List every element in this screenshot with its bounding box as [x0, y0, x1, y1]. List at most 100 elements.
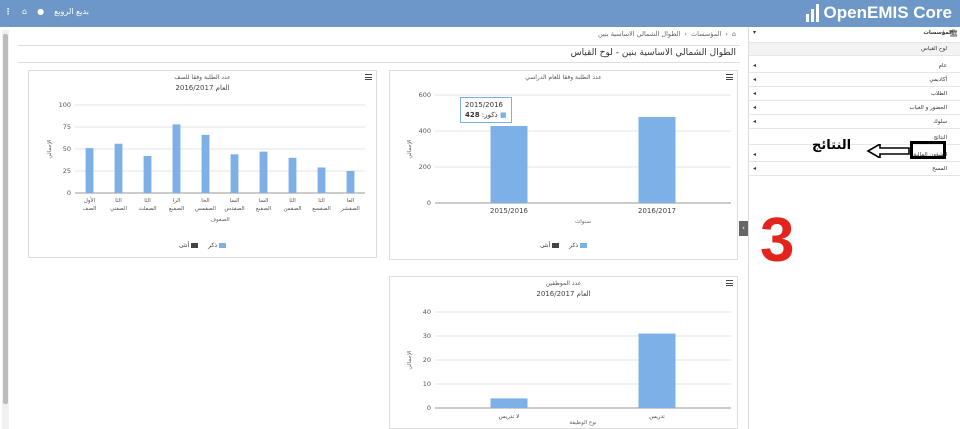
sidebar-item[interactable]: عام ◂: [749, 60, 960, 73]
x-tick-label: الصفلث: [139, 206, 157, 212]
sidebar-item[interactable]: الشؤون المالية ◂: [749, 149, 960, 162]
legend-item-male[interactable]: ذكر: [208, 242, 226, 249]
y-tick-label: 100: [59, 101, 71, 109]
logo-text: OpenEMIS Core: [823, 3, 952, 22]
y-tick-label: 25: [63, 167, 71, 175]
x-axis-label: نوع الوظيفة: [569, 420, 597, 426]
legend-item-female[interactable]: أنثى: [540, 242, 560, 249]
x-tick-label: الرا: [173, 198, 181, 204]
user-icon[interactable]: ●: [37, 7, 45, 16]
sidebar-nav: 🏛 المؤسسات ▾ لوح القياس عام ◂ أكاديمي ◂ الطلا…: [748, 27, 960, 429]
x-tick-label: الصفبع: [256, 206, 272, 212]
tooltip-value: 428: [465, 111, 480, 119]
divider: [18, 62, 740, 63]
user-name[interactable]: بديع الروبع: [54, 7, 89, 16]
chart-title: عدد الطلبة وفقا للعام الدراسي: [525, 74, 602, 81]
x-tick-label: الثا: [144, 198, 151, 204]
chart-subtitle: العام 2016/2017: [536, 290, 591, 298]
scrollbar-thumb[interactable]: [3, 34, 8, 404]
sidebar-item-label: عام: [938, 63, 947, 69]
x-tick-label: 2015/2016: [490, 207, 529, 215]
home-icon[interactable]: ⌂: [22, 7, 28, 16]
breadcrumb-item-institutions[interactable]: المؤسسات: [691, 30, 722, 38]
chart-plot: 0 200 400 600 الإجمالي 2015/2016 2016/2017 سنوا…: [407, 91, 731, 225]
x-tick-label: الصفشر: [340, 206, 360, 212]
x-tick-label: الثا: [289, 198, 296, 204]
y-tick-label: 0: [427, 199, 431, 207]
sidebar-item-label: النتائج: [933, 135, 947, 141]
sidebar-item[interactable]: أكاديمي ◂: [749, 74, 960, 87]
legend-item-female[interactable]: أنثى: [179, 242, 199, 249]
sidebar-item[interactable]: النتائج: [749, 132, 960, 145]
top-bar-actions: ⋮ ⌂ ● بديع الروبع: [4, 7, 89, 16]
x-tick-label: الخا: [201, 198, 210, 204]
x-axis-label: الصفوف: [210, 217, 230, 223]
legend-item-male[interactable]: ذكر: [569, 242, 587, 249]
bar: [259, 151, 268, 193]
bar: [201, 134, 210, 193]
chart-tooltip: 2015/2016 ■ ذكور: 428: [460, 97, 512, 123]
x-tick-label: الصفبع: [169, 206, 185, 212]
breadcrumb-home-icon[interactable]: ⌂: [731, 30, 736, 38]
annotation-label: النتائج: [812, 138, 852, 153]
chart-staff: عدد الموظفين العام 2016/2017 0 10 20 30 40 ال…: [389, 276, 738, 429]
sidebar-collapse-button[interactable]: ‹: [739, 221, 748, 236]
sidebar-root-institutions[interactable]: 🏛 المؤسسات ▾: [749, 27, 960, 43]
page-scrollbar[interactable]: [2, 30, 9, 429]
page-title: الطوال الشمالي الاساسية بنين - لوح القيا…: [570, 48, 736, 58]
legend-label: أنثى: [179, 242, 190, 249]
bar: [230, 154, 239, 193]
chart-menu-icon[interactable]: [726, 280, 733, 286]
divider: [18, 45, 740, 46]
chevron-left-icon: ◂: [753, 62, 757, 69]
bar: [490, 125, 528, 203]
chevron-left-icon: ◂: [753, 76, 757, 83]
sidebar-item[interactable]: لوح القياس: [749, 43, 960, 56]
x-tick-label: الصف: [83, 206, 97, 212]
chart-menu-icon[interactable]: [365, 74, 372, 80]
top-bar: ⋮ ⌂ ● بديع الروبع OpenEMIS Core: [0, 0, 960, 27]
breadcrumb-separator-icon: ‹: [725, 30, 728, 38]
institution-icon: 🏛: [949, 29, 958, 37]
bar: [143, 156, 152, 193]
sidebar-item-label: الطلاب: [930, 91, 947, 97]
breadcrumb-item-school: الطوال الشمالي الاساسية بنين: [597, 30, 681, 38]
x-tick-label: السا: [259, 198, 269, 204]
chart-legend: ذكر أنثى: [390, 242, 737, 249]
legend-label: أنثى: [540, 242, 551, 249]
sidebar-item[interactable]: الحضور و الغياب ◂: [749, 102, 960, 115]
chevron-left-icon: ◂: [753, 151, 757, 158]
x-tick-label: تدريس: [649, 414, 665, 420]
bar: [638, 116, 676, 203]
tooltip-series-marker-icon: ■: [499, 111, 507, 119]
y-tick-label: 0: [427, 404, 431, 412]
x-tick-label: الصفدس: [224, 206, 245, 212]
bar: [288, 157, 297, 193]
x-tick-label: الصفمن: [283, 206, 302, 212]
y-tick-label: 50: [63, 145, 71, 153]
sidebar-item[interactable]: المسح ◂: [749, 163, 960, 176]
y-tick-label: 10: [423, 380, 431, 388]
sidebar-item-label: سلوك: [933, 119, 947, 125]
x-tick-label: الثا: [115, 198, 122, 204]
legend-swatch: [552, 243, 560, 248]
y-tick-label: 0: [67, 189, 71, 197]
y-tick-label: 40: [423, 308, 431, 316]
tooltip-series: ذكور: [484, 111, 498, 119]
chevron-down-icon: ▾: [753, 29, 757, 36]
chevron-left-icon: ◂: [753, 165, 757, 172]
bar: [490, 398, 528, 408]
openemis-logo[interactable]: OpenEMIS Core: [805, 3, 952, 23]
x-tick-label: السا: [230, 198, 240, 204]
sidebar-item-label: المسح: [932, 166, 947, 172]
more-options-icon[interactable]: ⋮: [4, 7, 12, 16]
sidebar-item-label: لوح القياس: [921, 46, 947, 52]
sidebar-item[interactable]: سلوك ◂: [749, 116, 960, 129]
y-tick-label: 600: [419, 91, 431, 99]
legend-swatch: [219, 243, 226, 248]
chart-menu-icon[interactable]: [726, 74, 733, 80]
chart-title: عدد الطلبة وفقا للصف: [174, 74, 231, 81]
sidebar-item[interactable]: الطلاب ◂: [749, 88, 960, 101]
chart-plot: 0 25 50 75 100 الإجمالي الأول الصف الثا الصفني الث…: [47, 101, 365, 223]
